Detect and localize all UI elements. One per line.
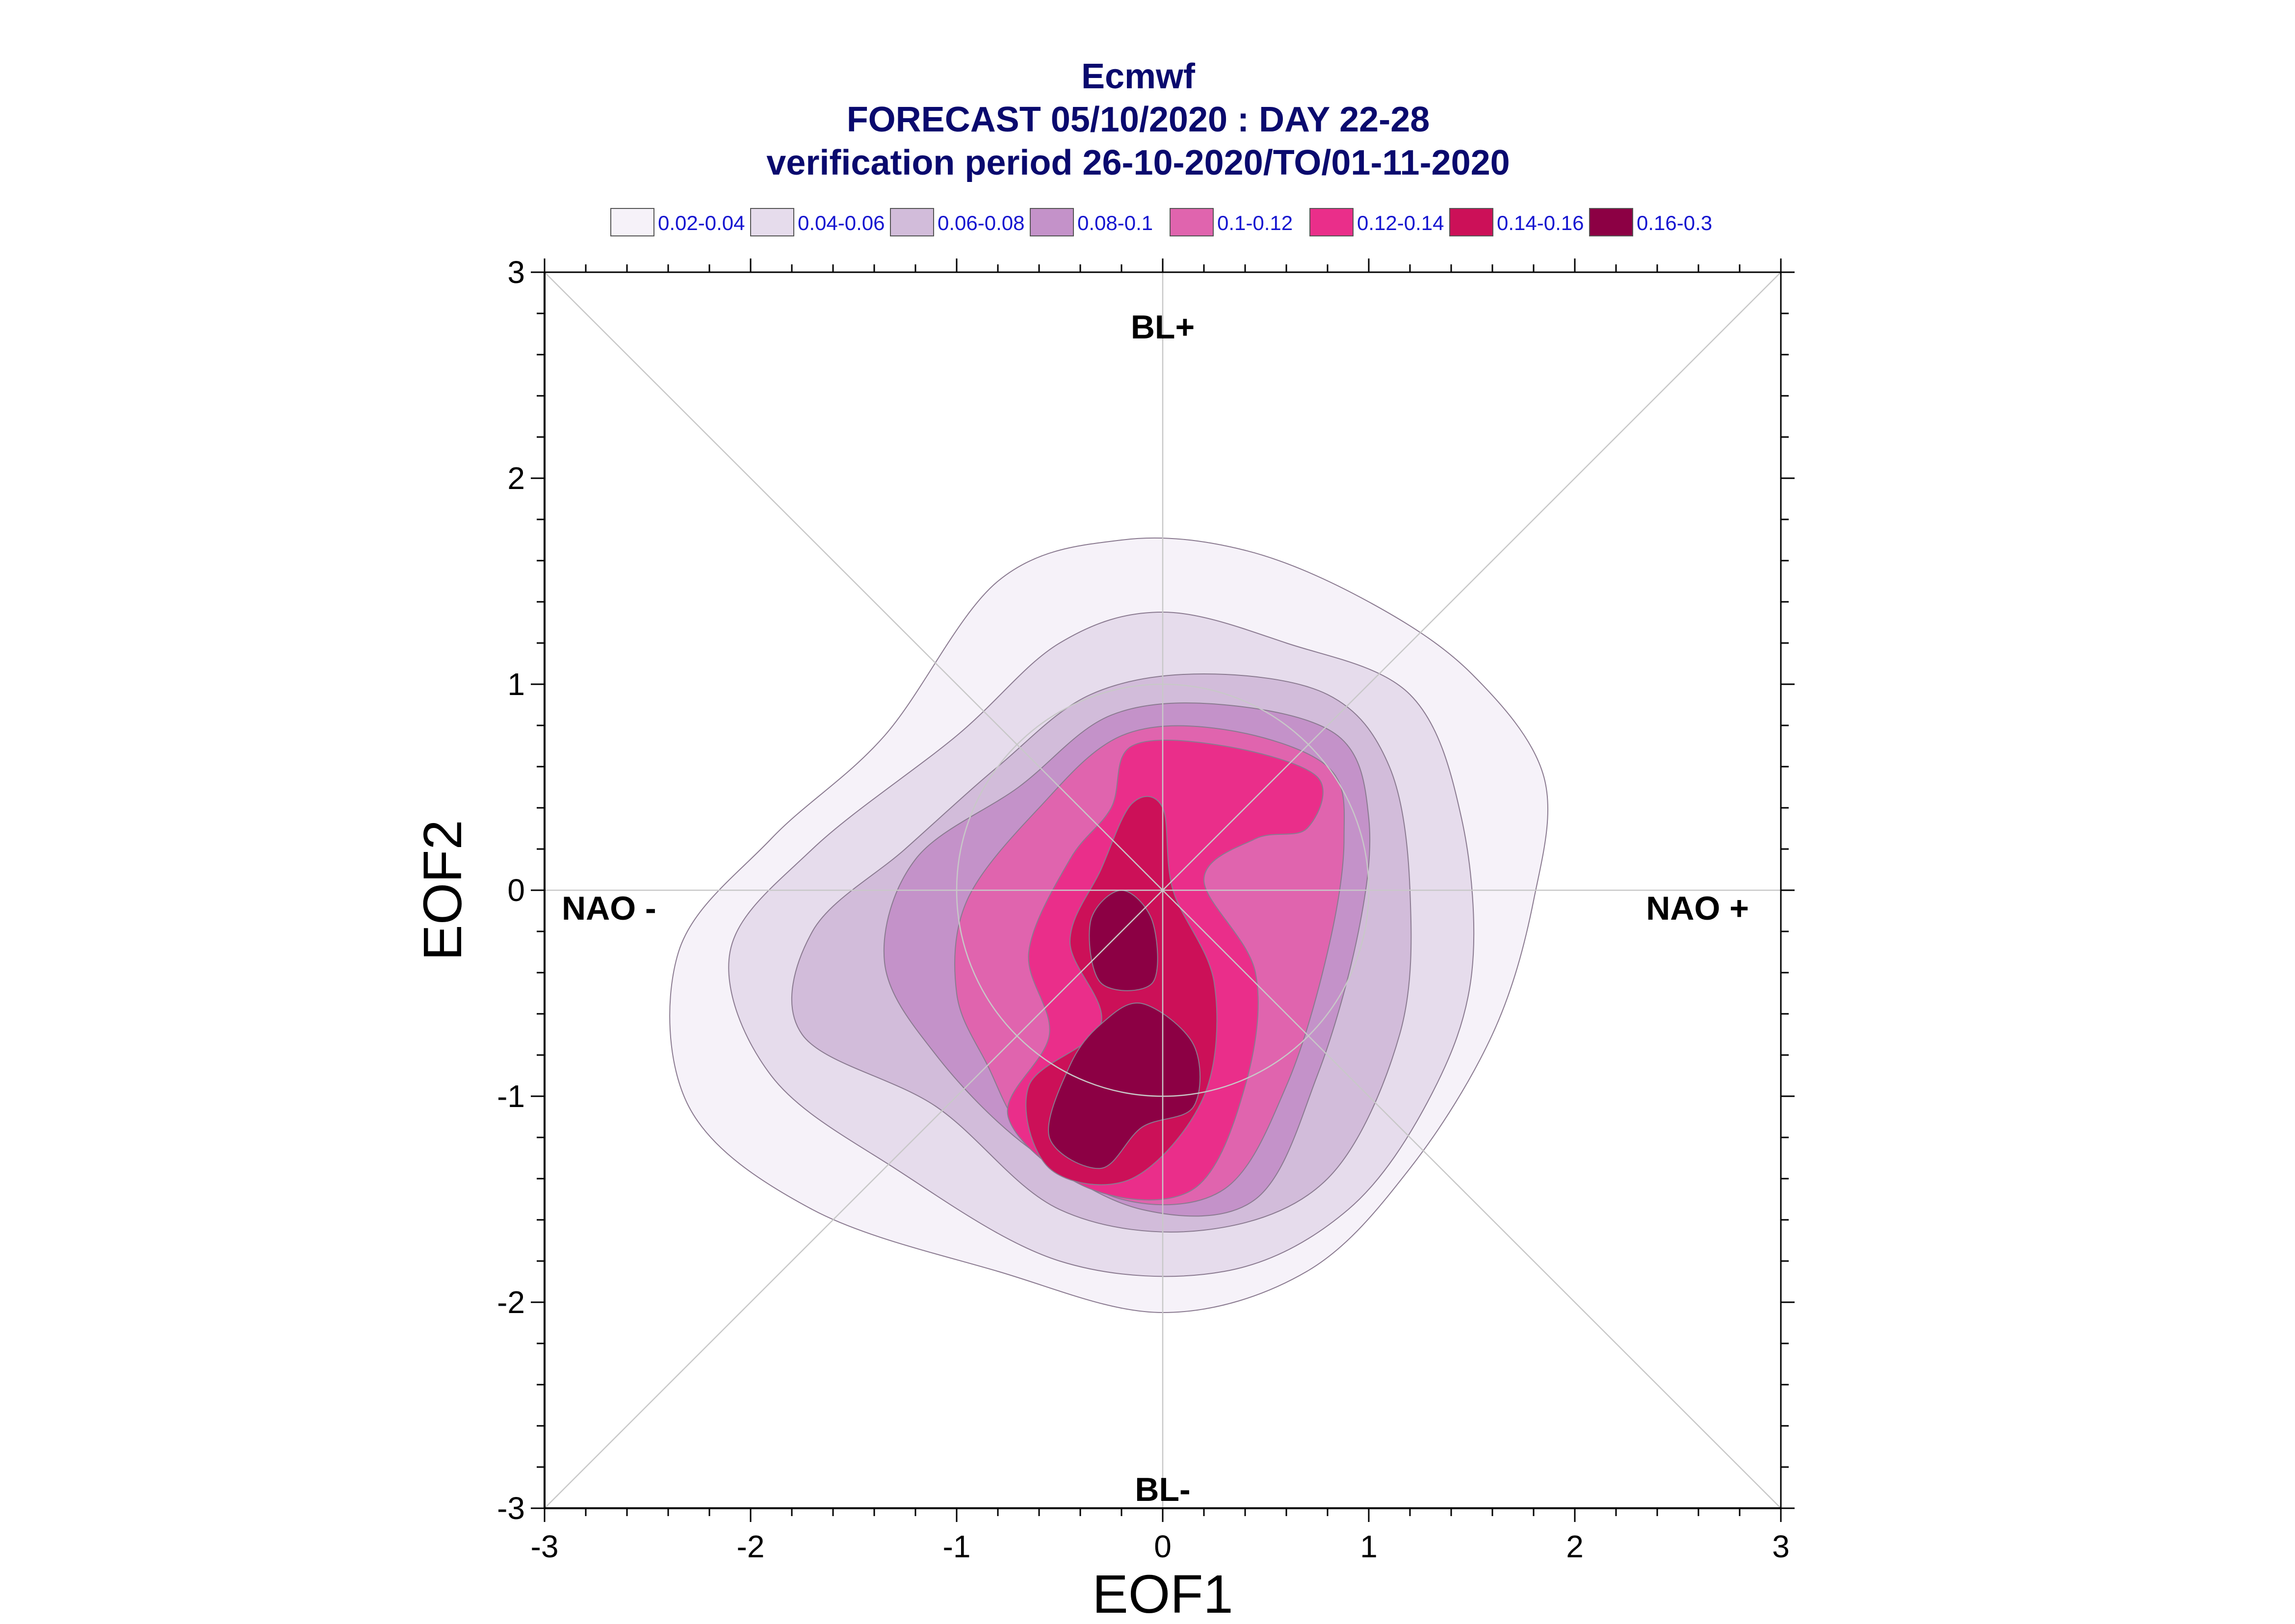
x-tick-label: 2 bbox=[1566, 1529, 1584, 1564]
regime-label-right: NAO + bbox=[1646, 890, 1749, 927]
y-tick-label: 1 bbox=[507, 667, 525, 702]
y-tick-label: -3 bbox=[497, 1491, 525, 1526]
x-axis-title: EOF1 bbox=[1092, 1564, 1233, 1624]
legend-label: 0.12-0.14 bbox=[1357, 211, 1444, 234]
y-tick-label: -2 bbox=[497, 1285, 525, 1320]
legend-label: 0.04-0.06 bbox=[798, 211, 885, 234]
contour-layers bbox=[669, 537, 1549, 1314]
legend-swatch bbox=[750, 208, 794, 236]
x-tick-label: -2 bbox=[737, 1529, 765, 1564]
legend-swatch bbox=[1449, 208, 1493, 236]
x-tick-label: -1 bbox=[943, 1529, 971, 1564]
legend-label: 0.1-0.12 bbox=[1217, 211, 1293, 234]
legend-swatch bbox=[610, 208, 654, 236]
legend-swatch bbox=[890, 208, 934, 236]
legend-label: 0.02-0.04 bbox=[658, 211, 745, 234]
y-tick-label: -1 bbox=[497, 1079, 525, 1114]
legend-label: 0.08-0.1 bbox=[1077, 211, 1153, 234]
regime-label-top: BL+ bbox=[1131, 309, 1195, 346]
legend-swatch bbox=[1170, 208, 1214, 236]
y-tick-label: 0 bbox=[507, 873, 525, 908]
legend-label: 0.16-0.3 bbox=[1637, 211, 1712, 234]
y-tick-label: 2 bbox=[507, 461, 525, 496]
legend-label: 0.06-0.08 bbox=[938, 211, 1024, 234]
chart-title-line-2: FORECAST 05/10/2020 : DAY 22-28 bbox=[847, 100, 1430, 139]
x-tick-label: -3 bbox=[531, 1529, 559, 1564]
chart-title-line-3: verification period 26-10-2020/TO/01-11-… bbox=[766, 143, 1510, 182]
y-tick-label: 3 bbox=[507, 255, 525, 290]
x-tick-label: 0 bbox=[1154, 1529, 1172, 1564]
guide-lines bbox=[544, 272, 1781, 1509]
y-axis-title: EOF2 bbox=[413, 820, 473, 960]
legend-label: 0.14-0.16 bbox=[1497, 211, 1584, 234]
x-tick-label: 3 bbox=[1772, 1529, 1790, 1564]
x-tick-labels: -3 -2 -1 0 1 2 3 bbox=[531, 1529, 1790, 1564]
unit-circle bbox=[956, 683, 1370, 1097]
y-tick-labels: -3 -2 -1 0 1 2 3 bbox=[497, 255, 525, 1526]
legend: 0.02-0.04 0.04-0.06 0.06-0.08 0.08-0.1 0.1-0… bbox=[610, 208, 1712, 236]
contour-region bbox=[1089, 889, 1158, 991]
chart-title-line-1: Ecmwf bbox=[1081, 57, 1196, 96]
legend-swatch bbox=[1309, 208, 1354, 236]
regime-label-bottom: BL- bbox=[1135, 1471, 1190, 1508]
axes bbox=[531, 258, 1795, 1522]
x-tick-label: 1 bbox=[1360, 1529, 1378, 1564]
legend-swatch bbox=[1589, 208, 1633, 236]
regime-label-left: NAO - bbox=[562, 890, 656, 927]
legend-swatch bbox=[1030, 208, 1074, 236]
